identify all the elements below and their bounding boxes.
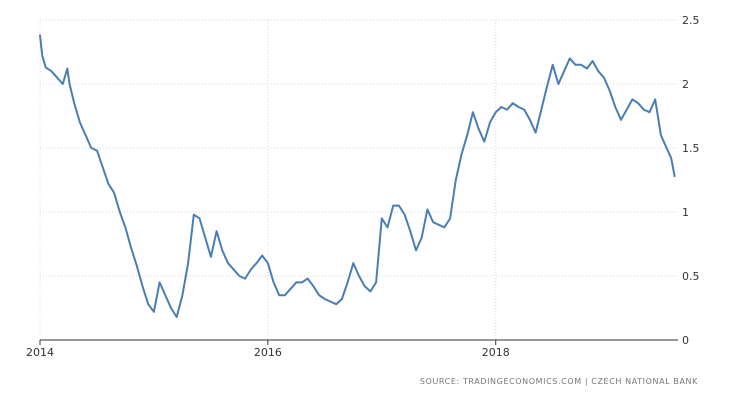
y-tick-label: 2 xyxy=(682,78,689,91)
y-tick-label: 0 xyxy=(682,334,689,347)
series-line xyxy=(39,34,676,318)
axes xyxy=(39,339,678,345)
grid xyxy=(39,19,678,340)
x-tick-label: 2016 xyxy=(254,346,282,359)
y-tick-label: 1 xyxy=(682,206,689,219)
series-layer xyxy=(39,34,676,318)
tick-labels: 0 0.5 1 1.5 2 2.5 2014 2016 2018 xyxy=(26,14,700,359)
y-tick-label: 0.5 xyxy=(682,270,700,283)
source-note: SOURCE: TRADINGECONOMICS.COM | CZECH NAT… xyxy=(419,377,698,386)
y-tick-label: 1.5 xyxy=(682,142,700,155)
y-tick-label: 2.5 xyxy=(682,14,700,27)
x-tick-label: 2018 xyxy=(482,346,510,359)
x-tick-label: 2014 xyxy=(26,346,54,359)
